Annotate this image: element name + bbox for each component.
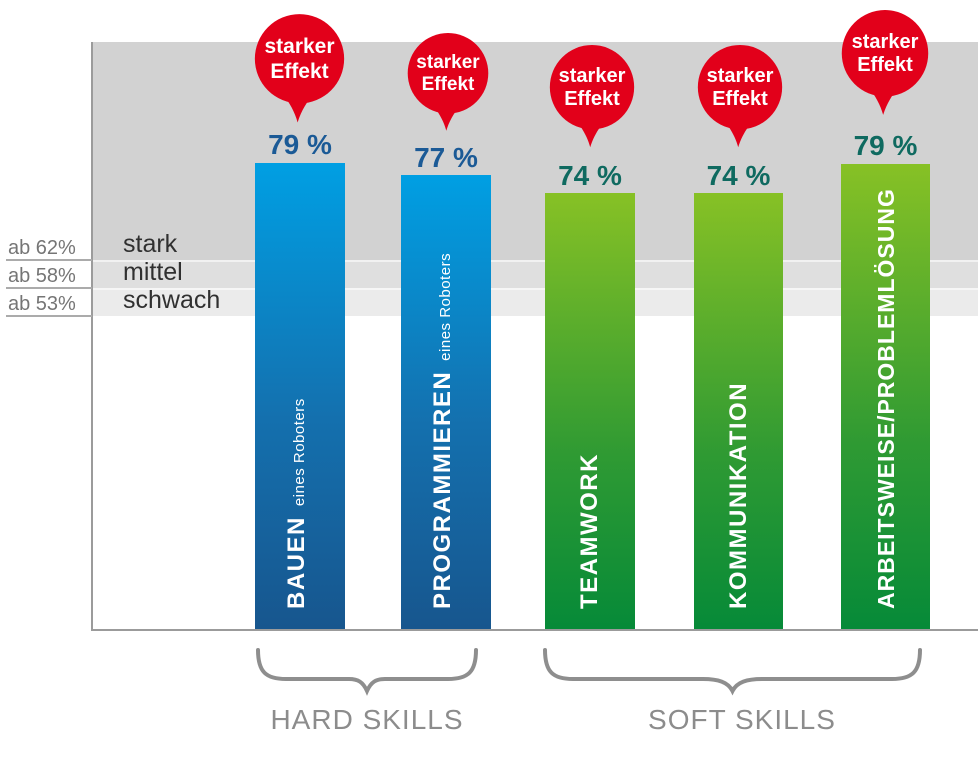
group-label-soft-skills: SOFT SKILLS <box>648 704 836 735</box>
bar-teamwork-label: TEAMWORK <box>576 453 603 609</box>
bar-bauen-label: BAUEN eines Roboters <box>283 398 313 609</box>
bar-bauen-main-label: BAUEN <box>283 516 310 609</box>
speech-bubble-icon <box>254 14 345 123</box>
effect-badge-kommunikation: starker Effekt <box>695 45 785 158</box>
bar-kommunikation-label: KOMMUNIKATION <box>724 381 752 609</box>
bar-programmieren-sublabel: eines Roboters <box>437 252 454 361</box>
y-axis-line <box>91 42 93 631</box>
bar-kommunikation: KOMMUNIKATION <box>694 193 783 629</box>
tick-line-62 <box>6 259 92 261</box>
tick-label-ab-53: ab 53% <box>8 293 76 315</box>
effect-badge-text: starker Effekt <box>264 35 335 83</box>
bar-bauen: BAUEN eines Roboters <box>255 163 345 629</box>
band-stark <box>92 42 978 260</box>
bar-kommunikation-main-label: KOMMUNIKATION <box>724 381 752 609</box>
tick-label-ab-58: ab 58% <box>8 265 76 287</box>
effect-badge-text: starker Effekt <box>851 31 919 77</box>
band-schwach <box>92 288 978 316</box>
bar-teamwork-main-label: TEAMWORK <box>576 453 603 609</box>
effect-badge-programmieren: starker Effekt <box>405 33 491 141</box>
band-label-schwach: schwach <box>123 286 221 314</box>
effect-badge-text: starker Effekt <box>706 64 774 110</box>
speech-bubble-icon <box>407 33 489 131</box>
speech-bubble-icon <box>697 45 783 148</box>
bar-arbeitsweise-label: ARBEITSWEISE/PROBLEMLÖSUNG <box>873 188 899 609</box>
soft-skills-brace <box>543 648 922 696</box>
value-label-kommunikation: 74 % <box>706 160 771 191</box>
speech-bubble-icon <box>549 45 635 148</box>
bar-programmieren-label: PROGRAMMIEREN eines Roboters <box>429 252 459 609</box>
tick-label-ab-62: ab 62% <box>8 237 76 259</box>
bar-arbeitsweise-main-label: ARBEITSWEISE/PROBLEMLÖSUNG <box>872 188 899 609</box>
bar-bauen-sublabel: eines Roboters <box>291 398 308 507</box>
effect-badge-text: starker Effekt <box>558 64 626 110</box>
value-label-teamwork: 74 % <box>558 160 622 191</box>
value-label-programmieren: 77 % <box>414 142 478 173</box>
speech-bubble-icon <box>841 10 929 115</box>
effect-badge-bauen: starker Effekt <box>252 14 347 134</box>
band-label-mittel: mittel <box>123 258 183 286</box>
bar-programmieren: PROGRAMMIEREN eines Roboters <box>401 175 491 629</box>
effect-badge-arbeitsweise: starker Effekt <box>839 10 931 126</box>
bar-arbeitsweise: ARBEITSWEISE/PROBLEMLÖSUNG <box>841 164 930 629</box>
bar-teamwork: TEAMWORK <box>545 193 635 629</box>
band-mittel <box>92 260 978 288</box>
hard-skills-brace <box>256 648 478 696</box>
value-label-bauen: 79 % <box>268 129 332 160</box>
group-label-hard-skills: HARD SKILLS <box>270 704 464 735</box>
tick-line-53 <box>6 315 92 317</box>
value-label-arbeitsweise: 79 % <box>853 130 918 161</box>
bar-programmieren-main-label: PROGRAMMIEREN <box>429 370 456 609</box>
x-axis-line <box>91 629 978 631</box>
tick-line-58 <box>6 287 92 289</box>
effect-badge-teamwork: starker Effekt <box>547 45 637 158</box>
effect-badge-text: starker Effekt <box>416 52 480 96</box>
band-label-stark: stark <box>123 230 178 258</box>
